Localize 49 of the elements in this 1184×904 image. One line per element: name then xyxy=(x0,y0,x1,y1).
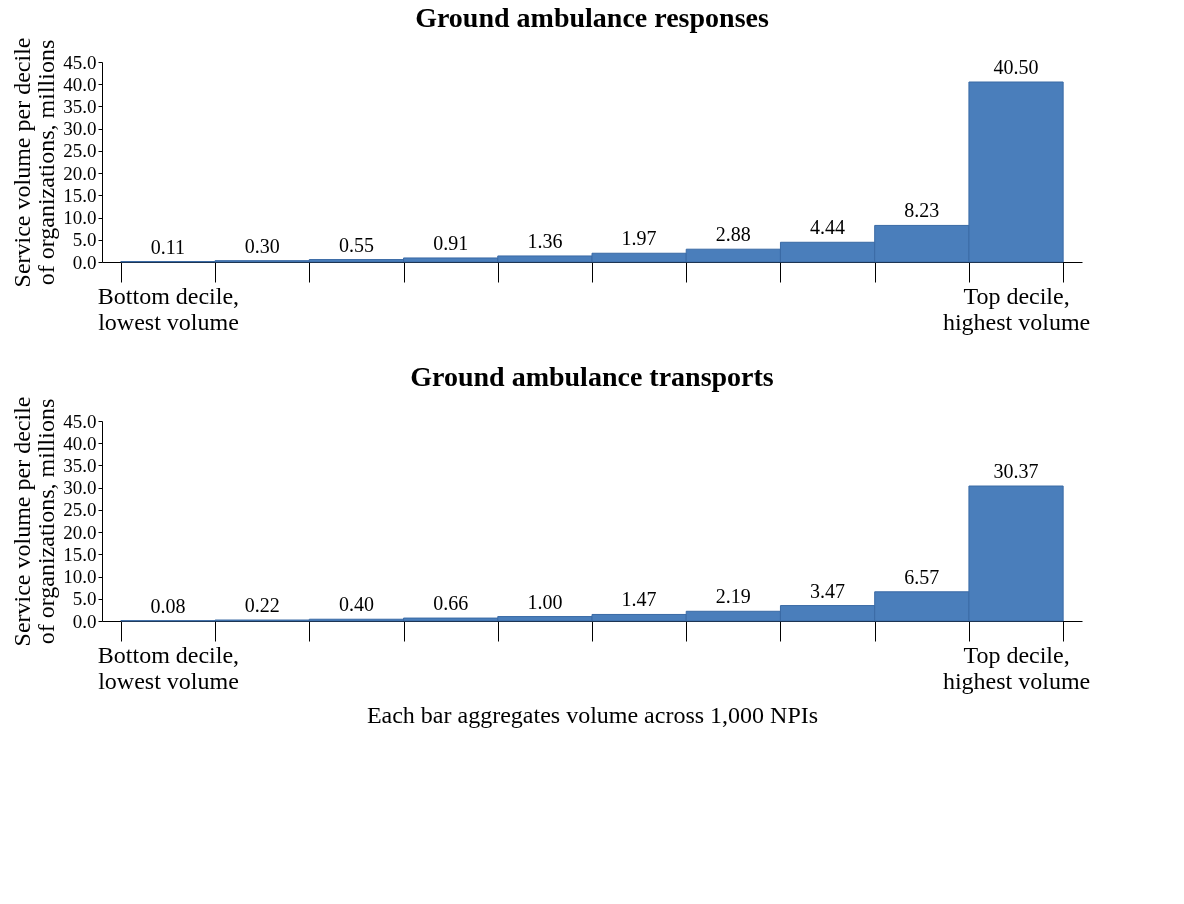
data-label: 3.47 xyxy=(810,579,846,602)
y-tick-label: 15.0 xyxy=(63,543,97,565)
data-label: 2.88 xyxy=(715,223,751,246)
x-tick-label: Top decile, highest volume xyxy=(942,641,1091,694)
x-axis-title: Each bar aggregates volume across 1,000 NPIs xyxy=(366,701,819,728)
y-tick-label: 0.0 xyxy=(72,251,97,273)
y-tick-label: 30.0 xyxy=(63,477,97,499)
y-tick-label: 5.0 xyxy=(72,588,97,610)
chart-title: Ground ambulance responses xyxy=(415,2,769,34)
data-label: 0.91 xyxy=(433,231,469,254)
data-label: 0.66 xyxy=(433,592,469,615)
data-label: 0.40 xyxy=(338,593,374,616)
y-tick-label: 10.0 xyxy=(63,207,97,229)
y-tick-label: 45.0 xyxy=(63,410,97,432)
y-tick-label: 15.0 xyxy=(63,184,97,206)
data-label: 2.19 xyxy=(715,585,751,608)
y-tick-label: 35.0 xyxy=(63,95,97,117)
data-label: 8.23 xyxy=(904,199,940,222)
y-tick-label: 35.0 xyxy=(63,454,97,476)
y-tick-label: 0.0 xyxy=(72,610,97,632)
y-tick-label: 20.0 xyxy=(63,162,97,184)
y-tick-label: 40.0 xyxy=(63,73,97,95)
data-label: 30.37 xyxy=(993,460,1039,483)
data-label: 0.11 xyxy=(150,235,186,258)
y-tick-label: 10.0 xyxy=(63,566,97,588)
data-label: 0.22 xyxy=(244,594,280,617)
y-tick-label: 5.0 xyxy=(72,229,97,251)
chart-title: Ground ambulance transports xyxy=(410,361,774,393)
data-label: 1.00 xyxy=(527,590,563,613)
data-label: 40.50 xyxy=(993,56,1039,78)
y-tick-label: 40.0 xyxy=(63,432,97,454)
data-label: 0.30 xyxy=(244,234,280,257)
y-tick-label: 45.0 xyxy=(63,51,97,73)
x-tick-label: Bottom decile, lowest volume xyxy=(97,282,240,335)
x-tick-label: Bottom decile, lowest volume xyxy=(97,641,240,694)
x-tick-label: Top decile, highest volume xyxy=(942,282,1091,335)
y-axis-title: Service volume per decile of organizations, millions xyxy=(9,396,60,647)
y-axis-title: Service volume per decile of organizations, millions xyxy=(9,37,60,288)
y-tick-label: 25.0 xyxy=(63,499,97,521)
data-label: 1.47 xyxy=(621,588,657,611)
y-tick-label: 25.0 xyxy=(63,140,97,162)
data-label: 1.36 xyxy=(527,229,563,252)
data-label: 0.08 xyxy=(150,594,186,617)
data-label: 1.97 xyxy=(621,227,657,250)
data-label: 0.55 xyxy=(338,233,374,256)
y-tick-label: 20.0 xyxy=(63,521,97,543)
data-label: 6.57 xyxy=(904,565,940,588)
data-label: 4.44 xyxy=(810,216,846,239)
y-tick-label: 30.0 xyxy=(63,118,97,140)
